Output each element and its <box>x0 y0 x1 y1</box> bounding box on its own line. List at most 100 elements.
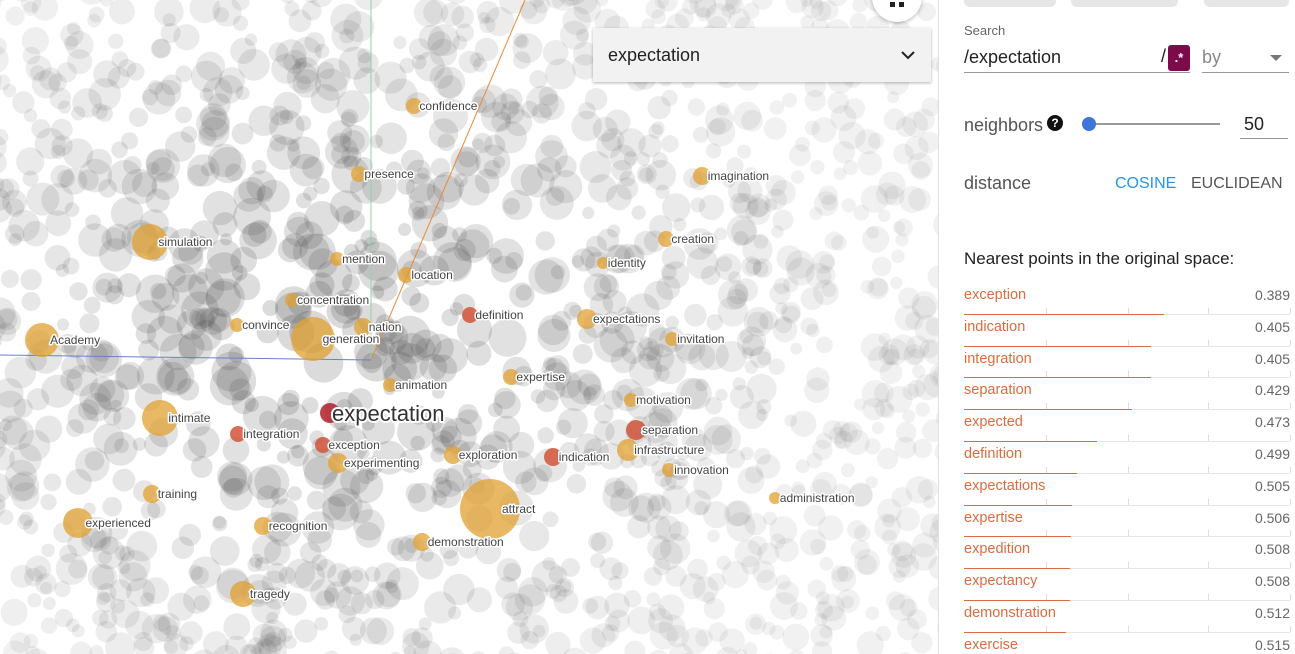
row-tick <box>1208 466 1209 473</box>
point-confidence[interactable] <box>406 98 422 114</box>
nearest-row[interactable]: integration 0.405 <box>964 347 1291 379</box>
label-identity: identity <box>608 256 646 270</box>
point-motivation[interactable] <box>624 393 638 407</box>
point-attract[interactable] <box>460 479 520 539</box>
nearest-word[interactable]: expectancy <box>964 573 1038 590</box>
nearest-word[interactable]: exception <box>964 287 1027 303</box>
nearest-score: 0.508 <box>1254 573 1290 590</box>
search-field[interactable]: / .* <box>964 43 1190 73</box>
point-mention[interactable] <box>330 252 344 266</box>
labeled-points[interactable]: confidence presence imagination simulation c… <box>25 98 856 607</box>
neighbors-slider[interactable] <box>1082 116 1220 132</box>
point-definition[interactable] <box>462 307 478 323</box>
nearest-row[interactable]: separation 0.429 <box>964 378 1291 411</box>
point-integration[interactable] <box>230 426 246 442</box>
nearest-word[interactable]: separation <box>964 382 1032 399</box>
label-recognition: recognition <box>269 519 328 533</box>
point-animation[interactable] <box>383 378 397 392</box>
row-tick <box>1046 593 1047 600</box>
cosine-button[interactable]: COSINE <box>1115 175 1177 192</box>
nearest-distance-bar <box>964 504 1072 506</box>
label-exception: exception <box>328 438 379 452</box>
point-expectation[interactable] <box>320 403 340 423</box>
point-creation[interactable] <box>658 231 674 247</box>
help-icon[interactable]: ? <box>1047 115 1063 131</box>
nearest-row[interactable]: exercise 0.515 <box>964 633 1290 654</box>
neighbors-input[interactable]: 50 <box>1240 111 1288 139</box>
point-imagination[interactable] <box>693 167 711 185</box>
label-intimate: intimate <box>168 411 210 425</box>
nearest-row[interactable]: definition 0.499 <box>964 442 1291 474</box>
point-concentration[interactable] <box>285 293 299 307</box>
point-exploration[interactable] <box>444 446 462 464</box>
top-tab-left[interactable] <box>964 0 1056 7</box>
nearest-word[interactable]: definition <box>964 445 1023 462</box>
nearest-points-title: Nearest points in the original space: <box>964 249 1235 268</box>
point-expectations[interactable] <box>577 309 597 329</box>
slider-thumb[interactable] <box>1082 117 1096 131</box>
point-training[interactable] <box>143 485 161 503</box>
point-presence[interactable] <box>351 166 367 182</box>
label-expectation: expectation <box>332 401 445 426</box>
top-tab-middle[interactable] <box>1071 0 1178 7</box>
nearest-score: 0.515 <box>1254 636 1290 653</box>
nearest-word[interactable]: demonstration <box>964 604 1056 621</box>
search-input[interactable] <box>964 45 1164 69</box>
point-experimenting[interactable] <box>328 453 348 473</box>
point-identity[interactable] <box>597 257 609 269</box>
point-intimate[interactable] <box>142 400 178 436</box>
nearest-word[interactable]: expectations <box>964 477 1046 494</box>
point-administration[interactable] <box>769 492 781 504</box>
row-tick <box>1208 371 1209 378</box>
point-separation[interactable] <box>626 420 646 440</box>
nearest-word[interactable]: expedition <box>964 541 1031 558</box>
point-recognition[interactable] <box>254 517 272 535</box>
point-simulation[interactable] <box>132 224 168 260</box>
point-generation[interactable] <box>291 317 335 361</box>
euclidean-button[interactable]: EUCLIDEAN <box>1191 175 1283 192</box>
nearest-word[interactable]: integration <box>964 350 1032 367</box>
edit-icon-button[interactable] <box>872 0 922 22</box>
point-indication[interactable] <box>544 448 562 466</box>
point-exception[interactable] <box>315 437 331 453</box>
label-indication: indication <box>559 450 610 464</box>
selected-point: expectation <box>608 44 701 65</box>
point-location[interactable] <box>398 267 414 283</box>
search-by-select[interactable]: by <box>1202 43 1289 73</box>
nearest-row[interactable]: expectations 0.505 <box>964 474 1291 506</box>
nearest-distance-bar <box>964 631 1067 633</box>
row-tick <box>1128 434 1129 441</box>
top-tab-right[interactable] <box>1204 0 1289 7</box>
label-expectations: expectations <box>593 312 660 326</box>
point-infrastructure[interactable] <box>617 439 639 461</box>
point-demonstration[interactable] <box>413 533 431 551</box>
nearest-word[interactable]: expected <box>964 414 1023 431</box>
nearest-row[interactable]: demonstration 0.512 <box>964 601 1291 633</box>
point-selector-dropdown[interactable]: expectation <box>593 28 931 82</box>
regex-toggle-button[interactable]: .* <box>1168 45 1190 71</box>
nearest-row[interactable]: expectancy 0.508 <box>964 569 1291 601</box>
nearest-word[interactable]: exercise <box>964 636 1018 653</box>
nearest-row[interactable]: expected 0.473 <box>964 410 1291 442</box>
point-innovation[interactable] <box>662 463 676 477</box>
point-academy[interactable] <box>25 323 59 357</box>
nearest-distance-bar <box>964 377 1152 379</box>
point-convince[interactable] <box>230 318 244 332</box>
point-invitation[interactable] <box>665 332 679 346</box>
point-experienced[interactable] <box>63 508 93 538</box>
projection-canvas[interactable]: confidence presence imagination simulation c… <box>0 0 938 654</box>
label-concentration: concentration <box>297 293 369 307</box>
nearest-row[interactable]: indication 0.405 <box>964 315 1291 347</box>
point-nation[interactable] <box>354 318 372 336</box>
scatter-plot[interactable]: confidence presence imagination simulation c… <box>0 0 938 654</box>
nearest-word[interactable]: expertise <box>964 509 1023 526</box>
nearest-word[interactable]: indication <box>964 318 1026 335</box>
nearest-row[interactable]: exception 0.389 <box>964 283 1291 315</box>
distance-label: distance <box>964 173 1032 193</box>
point-tragedy[interactable] <box>230 581 256 607</box>
label-presence: presence <box>364 167 414 181</box>
point-expertise[interactable] <box>503 369 519 385</box>
nearest-row[interactable]: expertise 0.506 <box>964 506 1291 538</box>
neighbors-label: neighbors <box>964 115 1044 135</box>
nearest-row[interactable]: expedition 0.508 <box>964 537 1291 570</box>
